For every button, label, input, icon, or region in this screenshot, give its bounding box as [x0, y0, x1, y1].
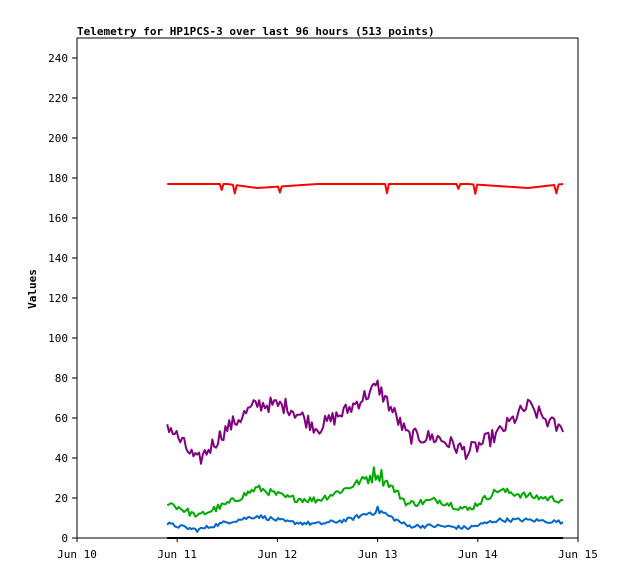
y-tick-label: 80	[55, 372, 68, 385]
y-axis-label: Values	[26, 269, 39, 309]
plot-frame	[76, 37, 579, 539]
x-tick-label: Jun 14	[458, 548, 498, 561]
y-tick-label: 180	[48, 172, 68, 185]
y-tick-label: 100	[48, 332, 68, 345]
y-tick-label: 60	[55, 412, 68, 425]
y-tick-label: 40	[55, 452, 68, 465]
x-tick-label: Jun 15	[558, 548, 598, 561]
y-tick-label: 200	[48, 132, 68, 145]
y-tick-label: 160	[48, 212, 68, 225]
series-group	[166, 183, 564, 539]
series-line-3	[166, 466, 564, 518]
y-tick-label: 220	[48, 92, 68, 105]
y-tick-label: 0	[61, 532, 68, 545]
series-line-1	[167, 183, 564, 195]
x-tick-label: Jun 13	[358, 548, 398, 561]
y-tick-label: 140	[48, 252, 68, 265]
y-tick-label: 120	[48, 292, 68, 305]
x-tick-label: Jun 11	[157, 548, 197, 561]
y-tick-label: 240	[48, 52, 68, 65]
series-line-2	[166, 379, 564, 465]
x-axis: Jun 10 Jun 11 Jun 12 Jun 13 Jun 14 Jun 15	[57, 538, 598, 561]
y-tick-label: 20	[55, 492, 68, 505]
series-line-4	[166, 505, 564, 533]
chart-title: Telemetry for HP1PCS-3 over last 96 hour…	[77, 25, 435, 38]
x-tick-label: Jun 12	[258, 548, 298, 561]
y-axis: 0 20 40 60 80 100 120 140 160 180 200 220 240	[48, 52, 77, 545]
x-tick-label: Jun 10	[57, 548, 97, 561]
